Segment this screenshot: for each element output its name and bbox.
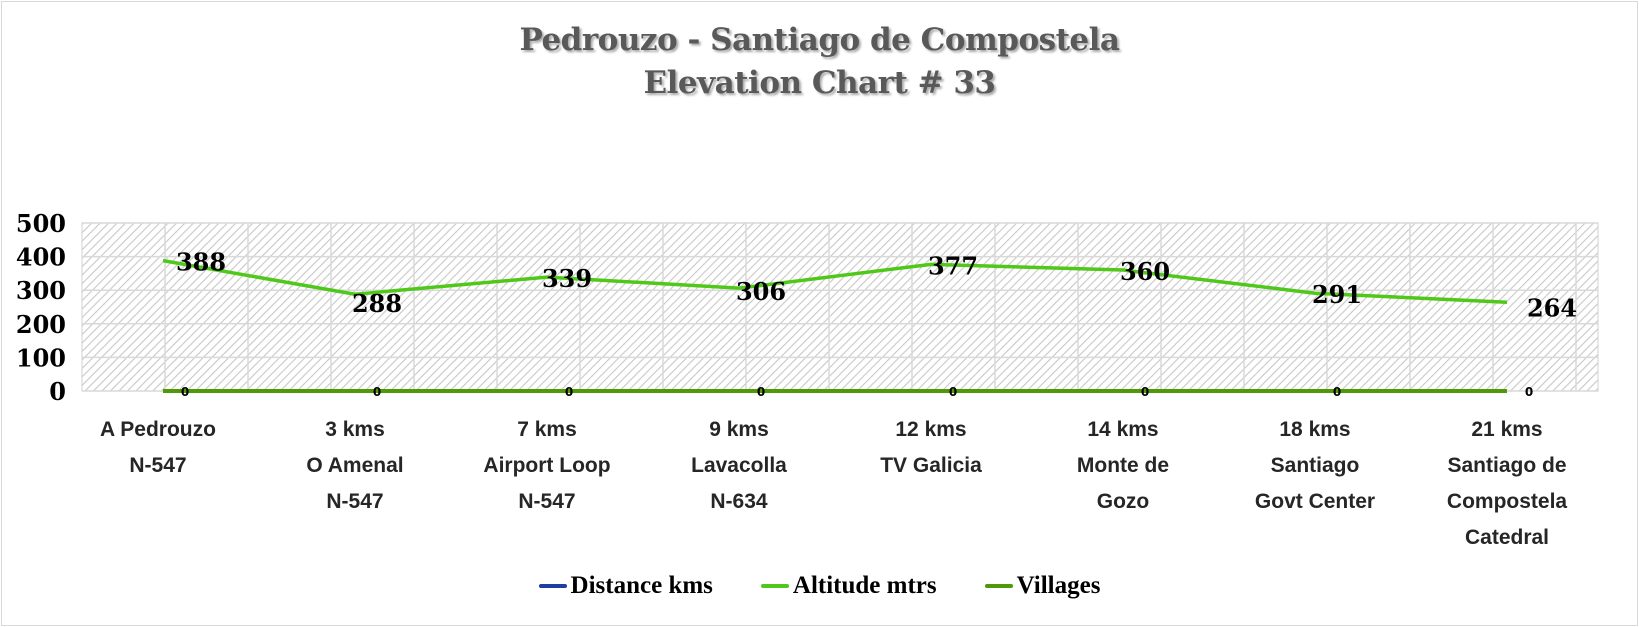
data-label-altitude: 339 [542, 264, 592, 293]
x-tick-label: 9 kms Lavacolla N-634 [691, 418, 787, 513]
data-label-villages: 0 [1333, 385, 1341, 399]
data-label-villages: 0 [757, 385, 765, 399]
plot-area [81, 222, 1599, 392]
data-label-villages: 0 [949, 385, 957, 399]
legend: Distance kms Altitude mtrs Villages [0, 572, 1639, 600]
y-tick-label: 200 [16, 310, 66, 339]
y-tick-label: 100 [16, 343, 66, 372]
y-tick-label: 300 [16, 276, 66, 305]
data-label-altitude: 360 [1120, 257, 1170, 286]
data-label-villages: 0 [181, 385, 189, 399]
x-tick-label: 21 kms Santiago de Compostela Catedral [1446, 418, 1568, 549]
data-label-altitude: 388 [176, 248, 226, 277]
data-label-altitude: 288 [352, 289, 402, 318]
chart-title-line2: Elevation Chart # 33 [643, 65, 996, 101]
data-label-altitude: 306 [736, 277, 786, 306]
data-label-altitude: 291 [1312, 280, 1362, 309]
data-label-villages: 0 [565, 385, 573, 399]
x-tick-label: A Pedrouzo N-547 [100, 418, 216, 477]
data-label-villages: 0 [1141, 385, 1149, 399]
data-label-altitude: 377 [928, 251, 978, 280]
x-tick-label: 12 kms TV Galicia [880, 418, 982, 477]
legend-swatch [984, 584, 1013, 588]
x-tick-label: 14 kms Monte de Gozo [1076, 418, 1170, 513]
legend-label: Distance kms [570, 572, 713, 599]
legend-item: Distance kms [538, 572, 713, 600]
legend-label: Villages [1016, 572, 1101, 599]
y-tick-label: 0 [49, 377, 66, 406]
legend-swatch [538, 584, 567, 588]
data-label-altitude: 264 [1527, 293, 1577, 322]
x-tick-label: 7 kms Airport Loop N-547 [483, 418, 611, 513]
x-tick-label: 18 kms Santiago Govt Center [1254, 418, 1376, 513]
legend-item: Villages [984, 572, 1101, 600]
y-tick-label: 400 [16, 243, 66, 272]
chart-title-line1: Pedrouzo - Santiago de Compostela [519, 22, 1120, 58]
legend-swatch [760, 584, 789, 588]
data-label-villages: 0 [1525, 385, 1533, 399]
legend-label: Altitude mtrs [792, 572, 937, 599]
x-tick-label: 3 kms O Amenal N-547 [306, 418, 404, 513]
y-tick-label: 500 [16, 209, 66, 238]
data-label-villages: 0 [373, 385, 381, 399]
series-line-altitude-mtrs [162, 258, 1508, 305]
legend-item: Altitude mtrs [760, 572, 937, 600]
